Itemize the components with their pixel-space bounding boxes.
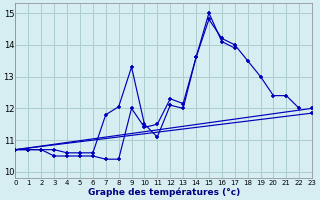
X-axis label: Graphe des températures (°c): Graphe des températures (°c) [88,187,240,197]
